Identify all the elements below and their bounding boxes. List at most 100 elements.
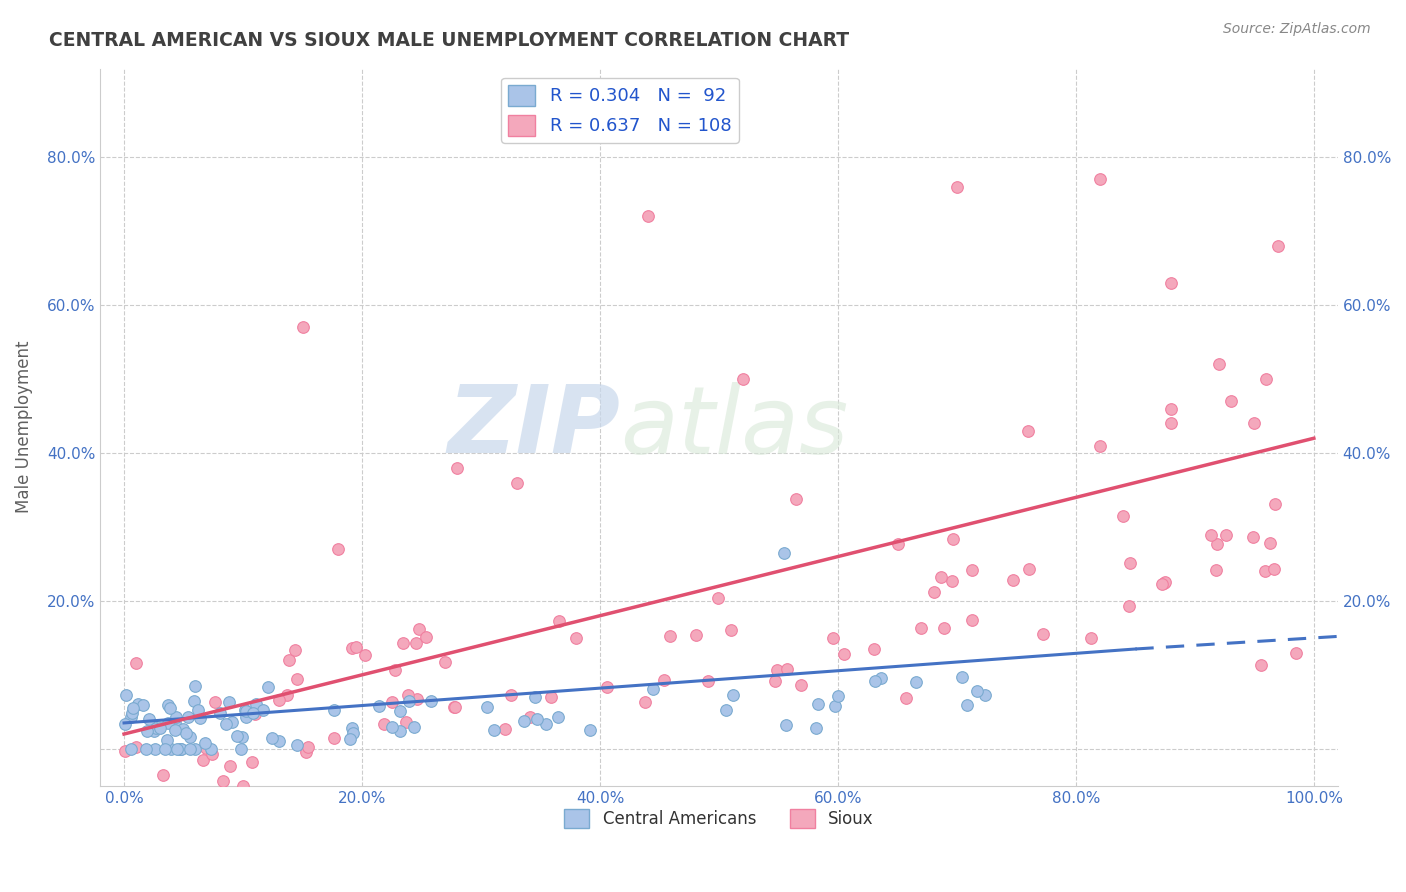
Point xyxy=(398,694,420,708)
Point xyxy=(177,710,200,724)
Point xyxy=(716,703,738,717)
Point xyxy=(1088,439,1111,453)
Point xyxy=(1154,574,1177,589)
Point xyxy=(821,631,844,645)
Point xyxy=(697,673,720,688)
Point xyxy=(658,629,681,643)
Point xyxy=(1088,172,1111,186)
Point xyxy=(723,688,745,702)
Point xyxy=(229,741,252,756)
Point xyxy=(142,723,165,738)
Point xyxy=(172,723,194,737)
Point xyxy=(763,674,786,689)
Point xyxy=(807,697,830,711)
Point xyxy=(114,717,136,731)
Point xyxy=(960,613,983,627)
Point xyxy=(276,688,298,702)
Point xyxy=(159,700,181,714)
Point xyxy=(415,630,437,644)
Point xyxy=(929,570,952,584)
Point xyxy=(260,731,283,746)
Point xyxy=(395,714,418,729)
Point xyxy=(143,741,166,756)
Point xyxy=(328,542,350,557)
Point xyxy=(946,179,969,194)
Point xyxy=(932,621,955,635)
Point xyxy=(396,688,419,702)
Point xyxy=(1118,599,1140,614)
Point xyxy=(160,741,183,756)
Point xyxy=(287,672,309,686)
Point xyxy=(252,703,274,717)
Point xyxy=(950,670,973,684)
Point xyxy=(1160,276,1182,290)
Point xyxy=(1285,647,1308,661)
Point xyxy=(187,703,209,717)
Point xyxy=(1160,401,1182,416)
Point xyxy=(124,740,146,755)
Point xyxy=(534,716,557,731)
Point xyxy=(388,704,411,718)
Point xyxy=(152,767,174,781)
Point xyxy=(132,698,155,713)
Point xyxy=(235,710,257,724)
Point xyxy=(165,710,187,724)
Point xyxy=(1001,573,1024,587)
Point xyxy=(775,717,797,731)
Point xyxy=(157,698,180,712)
Point xyxy=(200,741,222,756)
Point xyxy=(1119,556,1142,570)
Point xyxy=(127,697,149,711)
Point xyxy=(1160,417,1182,431)
Point xyxy=(548,614,571,628)
Point xyxy=(243,706,266,721)
Point xyxy=(233,703,256,717)
Point xyxy=(114,744,136,758)
Point xyxy=(381,720,404,734)
Point xyxy=(804,721,827,735)
Point xyxy=(941,574,963,589)
Point xyxy=(1256,372,1278,386)
Point xyxy=(194,736,217,750)
Point xyxy=(1206,537,1229,551)
Text: ZIP: ZIP xyxy=(447,381,620,473)
Point xyxy=(163,716,186,731)
Point xyxy=(1264,497,1286,511)
Point xyxy=(323,731,346,746)
Point xyxy=(145,721,167,735)
Point xyxy=(381,695,404,709)
Point xyxy=(707,591,730,606)
Point xyxy=(367,699,389,714)
Point xyxy=(1267,239,1289,253)
Point xyxy=(235,704,257,718)
Point xyxy=(388,724,411,739)
Point xyxy=(1219,394,1241,409)
Point xyxy=(406,692,429,706)
Point xyxy=(184,679,207,693)
Point xyxy=(1243,417,1265,431)
Point xyxy=(204,695,226,709)
Text: atlas: atlas xyxy=(620,382,848,473)
Point xyxy=(894,691,917,706)
Point xyxy=(278,653,301,667)
Point xyxy=(138,712,160,726)
Point xyxy=(524,690,547,704)
Point xyxy=(179,730,201,744)
Point xyxy=(824,699,846,714)
Point xyxy=(344,640,367,654)
Point xyxy=(291,320,314,334)
Point xyxy=(240,755,263,769)
Point xyxy=(685,628,707,642)
Point xyxy=(122,700,145,714)
Legend: Central Americans, Sioux: Central Americans, Sioux xyxy=(558,802,880,835)
Point xyxy=(156,733,179,747)
Point xyxy=(188,711,211,725)
Point xyxy=(526,712,548,726)
Point xyxy=(637,210,659,224)
Point xyxy=(232,779,254,793)
Point xyxy=(208,706,231,720)
Point xyxy=(904,675,927,690)
Point xyxy=(922,585,945,599)
Point xyxy=(1017,424,1039,438)
Point xyxy=(183,694,205,708)
